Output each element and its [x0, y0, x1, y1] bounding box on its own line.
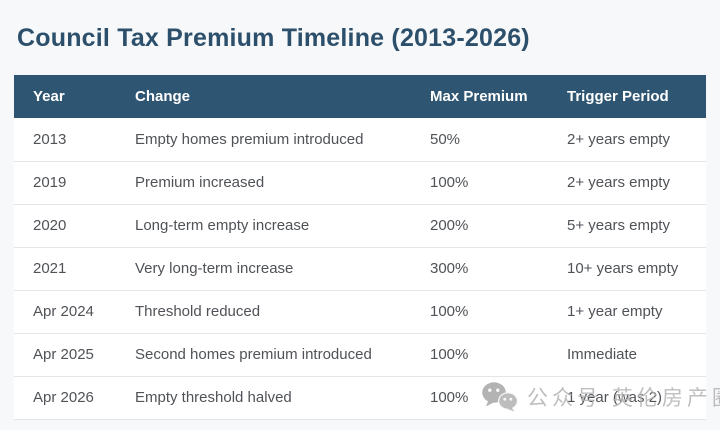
timeline-table: Year Change Max Premium Trigger Period 2…	[14, 75, 706, 420]
cell-trigger-period: 10+ years empty	[567, 247, 706, 291]
cell-year: Apr 2025	[14, 333, 135, 377]
column-header-max-premium: Max Premium	[430, 75, 567, 118]
cell-max-premium: 100%	[430, 161, 567, 205]
table-row: 2021 Very long-term increase 300% 10+ ye…	[14, 247, 706, 291]
cell-year: Apr 2026	[14, 376, 135, 420]
column-header-change: Change	[135, 75, 430, 118]
cell-trigger-period: 1 year (was 2)	[567, 376, 706, 420]
cell-max-premium: 50%	[430, 118, 567, 162]
cell-change: Long-term empty increase	[135, 204, 430, 248]
cell-change: Second homes premium introduced	[135, 333, 430, 377]
column-header-year: Year	[14, 75, 135, 118]
table-header-row: Year Change Max Premium Trigger Period	[14, 75, 706, 118]
cell-year: 2021	[14, 247, 135, 291]
table-row: Apr 2025 Second homes premium introduced…	[14, 333, 706, 377]
cell-change: Premium increased	[135, 161, 430, 205]
cell-max-premium: 100%	[430, 290, 567, 334]
table-row: 2019 Premium increased 100% 2+ years emp…	[14, 161, 706, 205]
table-row: Apr 2026 Empty threshold halved 100% 1 y…	[14, 376, 706, 420]
cell-change: Empty threshold halved	[135, 376, 430, 420]
cell-max-premium: 100%	[430, 376, 567, 420]
cell-trigger-period: 1+ year empty	[567, 290, 706, 334]
cell-change: Threshold reduced	[135, 290, 430, 334]
table-row: Apr 2024 Threshold reduced 100% 1+ year …	[14, 290, 706, 334]
column-header-trigger-period: Trigger Period	[567, 75, 706, 118]
cell-change: Very long-term increase	[135, 247, 430, 291]
cell-trigger-period: Immediate	[567, 333, 706, 377]
table-row: 2013 Empty homes premium introduced 50% …	[14, 118, 706, 162]
cell-year: 2020	[14, 204, 135, 248]
cell-max-premium: 200%	[430, 204, 567, 248]
cell-trigger-period: 2+ years empty	[567, 118, 706, 162]
council-tax-timeline-table: Year Change Max Premium Trigger Period 2…	[14, 75, 706, 420]
cell-year: Apr 2024	[14, 290, 135, 334]
cell-change: Empty homes premium introduced	[135, 118, 430, 162]
cell-max-premium: 300%	[430, 247, 567, 291]
cell-trigger-period: 5+ years empty	[567, 204, 706, 248]
table-row: 2020 Long-term empty increase 200% 5+ ye…	[14, 204, 706, 248]
cell-year: 2013	[14, 118, 135, 162]
cell-max-premium: 100%	[430, 333, 567, 377]
cell-year: 2019	[14, 161, 135, 205]
cell-trigger-period: 2+ years empty	[567, 161, 706, 205]
page-title: Council Tax Premium Timeline (2013-2026)	[17, 24, 530, 52]
